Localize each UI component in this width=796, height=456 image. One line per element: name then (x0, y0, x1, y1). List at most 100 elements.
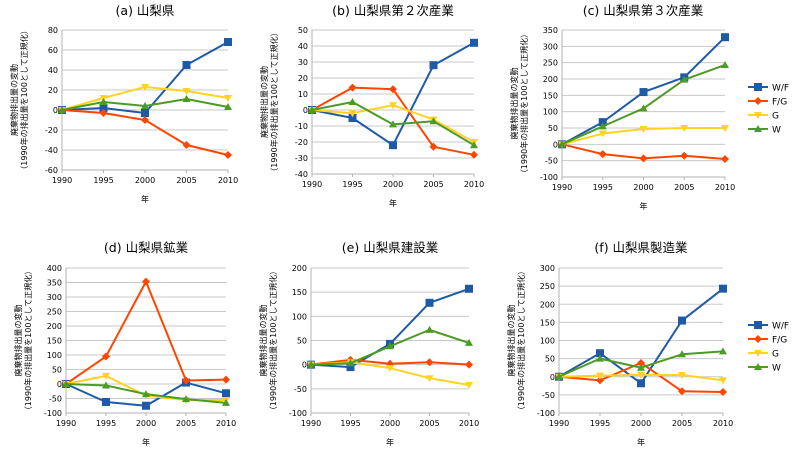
x-axis-title: 年 (640, 201, 648, 211)
y-axis-title: （1990年の排出量を100として正規化） (19, 26, 29, 173)
y-tick-label: 30 (298, 58, 308, 67)
data-point (182, 141, 191, 149)
y-tick-label: 250 (543, 59, 558, 68)
data-point (425, 358, 434, 367)
data-point (62, 380, 70, 387)
data-point (678, 371, 686, 379)
x-tick-label: 2010 (459, 419, 479, 428)
x-axis-title: 年 (142, 437, 150, 447)
data-point (348, 83, 357, 92)
data-point (465, 381, 473, 389)
legend-label: G (772, 350, 779, 360)
legend-marker (754, 83, 762, 91)
x-tick-label: 1990 (301, 419, 321, 428)
data-point (142, 390, 150, 398)
data-point (721, 60, 729, 68)
chart-title: (f) 山梨県製造業 (594, 240, 688, 255)
y-tick-label: 20 (48, 86, 58, 95)
legend-label: F/G (772, 336, 787, 346)
x-tick-label: 2010 (216, 419, 236, 428)
legend-marker (754, 350, 762, 357)
y-axis-title: 廃棄物排出量の変動 (13, 305, 23, 377)
data-point (182, 395, 190, 403)
chart-panel: (b) 山梨県第２次産業 -40 -30 -20 -10 0 10 20 30 40 50 1990 1… (259, 3, 484, 208)
y-tick-label: 400 (47, 264, 62, 273)
y-tick-label: 350 (543, 26, 558, 35)
y-tick-label: 0 (303, 106, 308, 115)
data-point (465, 284, 473, 293)
y-tick-label: 200 (540, 300, 555, 309)
y-axis-title: （1990年の排出量を100として正規化） (516, 267, 526, 414)
y-axis-title: （1990年の排出量を100として正規化） (23, 267, 33, 414)
legend-marker (754, 335, 762, 343)
y-tick-label: -50 (545, 157, 558, 166)
data-point (719, 387, 727, 396)
chart-title: (c) 山梨県第３次産業 (583, 3, 704, 18)
x-axis-title: 年 (141, 194, 149, 204)
data-point (141, 116, 149, 124)
y-tick-label: -10 (295, 122, 308, 131)
y-tick-label: 150 (543, 91, 558, 100)
chart-title: (b) 山梨県第２次産業 (332, 3, 454, 18)
y-tick-label: 100 (292, 312, 307, 321)
legend-label: W/F (772, 84, 789, 94)
y-tick-label: 0 (550, 373, 555, 382)
chart-panel: (c) 山梨県第３次産業 -100 -50 0 50 100 150 200 250 300 350… (509, 3, 789, 211)
chart-panel: (f) 山梨県製造業 -100 -50 0 50 100 150 200 250 300 1990 1… (506, 240, 789, 447)
legend-marker (754, 112, 762, 119)
data-point (719, 347, 727, 355)
y-tick-label: -20 (295, 138, 308, 147)
data-point (182, 376, 190, 385)
data-point (224, 103, 232, 110)
y-tick-label: 250 (47, 308, 62, 317)
chart-title: (d) 山梨県鉱業 (104, 240, 189, 255)
y-tick-label: 50 (545, 355, 555, 364)
data-point (99, 104, 108, 112)
x-tick-label: 2010 (713, 419, 733, 428)
y-axis-title: （1990年の排出量を100として正規化） (268, 267, 278, 414)
x-tick-label: 1990 (52, 176, 72, 185)
y-tick-label: 100 (543, 108, 558, 117)
x-tick-label: 2000 (136, 419, 156, 428)
y-tick-label: 80 (48, 26, 58, 35)
data-point (348, 114, 357, 122)
legend-marker (754, 97, 762, 105)
data-point (721, 155, 729, 164)
x-tick-label: 1995 (590, 419, 610, 428)
x-tick-label: 1995 (593, 183, 613, 192)
data-point (429, 117, 438, 125)
y-axis-title: 廃棄物排出量の変動 (258, 305, 268, 377)
data-point (721, 125, 729, 132)
data-point (102, 397, 110, 406)
data-point (637, 363, 645, 371)
y-tick-label: -100 (44, 409, 62, 418)
data-point (142, 277, 150, 286)
y-axis-title: （1990年の排出量を100として正規化） (269, 28, 279, 175)
data-point (224, 151, 232, 159)
data-point (639, 125, 648, 133)
data-point (224, 95, 232, 102)
y-tick-label: 0 (57, 380, 62, 389)
x-axis-title: 年 (389, 198, 397, 208)
data-point (102, 381, 110, 389)
data-point (425, 325, 434, 333)
x-tick-label: 2000 (380, 419, 400, 428)
x-tick-label: 1995 (340, 419, 360, 428)
data-point (386, 365, 394, 373)
y-tick-label: 200 (47, 322, 62, 331)
x-tick-label: 2000 (383, 180, 403, 189)
y-tick-label: -20 (45, 126, 58, 135)
data-point (182, 88, 191, 95)
data-point (346, 363, 355, 372)
data-point (639, 104, 648, 112)
data-point (102, 352, 110, 361)
data-point (99, 98, 108, 105)
y-axis-title: 廃棄物排出量の変動 (509, 68, 519, 140)
legend-marker (754, 125, 762, 132)
y-tick-label: 50 (297, 337, 307, 346)
y-tick-label: 150 (47, 337, 62, 346)
y-tick-label: -60 (45, 166, 58, 175)
data-point (182, 95, 191, 102)
data-point (99, 109, 108, 117)
